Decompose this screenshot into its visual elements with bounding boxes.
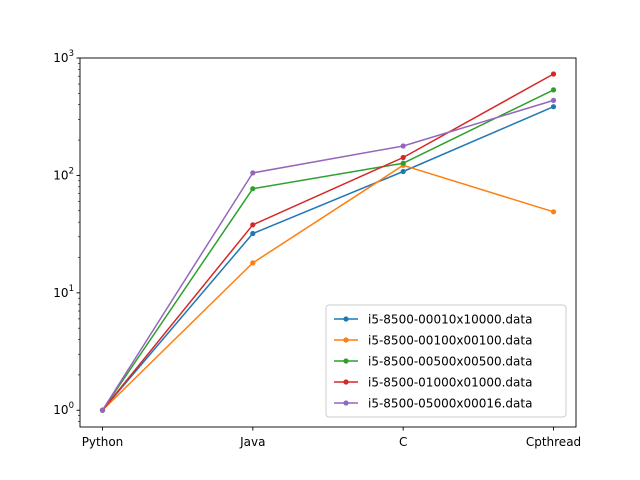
legend-label-3: i5-8500-01000x01000.data: [368, 376, 532, 390]
legend-swatch-marker-2: [343, 358, 349, 364]
y-tick-exponent: 3: [69, 49, 74, 59]
data-point-2-1: [250, 186, 256, 192]
data-point-3-1: [250, 222, 256, 228]
data-point-4-2: [400, 143, 406, 149]
series-line-4: [101, 99, 554, 411]
axes-frame: [79, 57, 577, 428]
data-point-0-1: [250, 230, 256, 237]
legend-label-1: i5-8500-00100x00100.data: [368, 334, 532, 348]
y-tick-exponent: 2: [69, 166, 74, 176]
data-point-4-3: [550, 97, 557, 103]
data-point-3-3: [550, 71, 557, 77]
y-tick-exponent: 0: [69, 401, 74, 411]
y-tick-label: 103: [53, 49, 74, 65]
data-point-4-0: [99, 407, 106, 413]
legend-swatch-marker-4: [343, 400, 349, 406]
series-line-2: [101, 89, 554, 411]
x-tick-label: Python: [82, 435, 124, 449]
data-point-1-3: [550, 209, 557, 215]
y-tick-label: 101: [53, 284, 74, 300]
data-point-0-3: [550, 104, 557, 110]
data-point-2-3: [550, 87, 557, 93]
plot-area: [99, 71, 557, 413]
x-tick-label: Cpthread: [526, 435, 581, 449]
x-tick-label: Java: [239, 435, 265, 449]
series-line-0: [101, 106, 554, 411]
legend-label-2: i5-8500-00500x00500.data: [368, 355, 532, 369]
legend-box: [325, 304, 567, 418]
series-line-3: [101, 73, 554, 411]
legend-swatch-marker-1: [343, 337, 349, 343]
y-tick-label: 102: [53, 166, 74, 182]
legend-swatch-marker-0: [343, 316, 349, 322]
data-point-3-2: [400, 154, 406, 161]
legend: i5-8500-00010x10000.data i5-8500-00100x00…: [325, 304, 567, 418]
data-point-1-1: [250, 260, 256, 266]
data-point-4-1: [250, 170, 256, 176]
legend-label-4: i5-8500-05000x00016.data: [368, 397, 532, 411]
data-point-0-2: [400, 168, 406, 175]
x-tick-label: C: [399, 435, 407, 449]
legend-label-0: i5-8500-00010x10000.data: [368, 313, 532, 327]
y-tick-exponent: 1: [69, 284, 74, 294]
legend-swatch-marker-3: [343, 379, 349, 385]
data-point-2-2: [400, 160, 406, 166]
series-line-1: [101, 164, 554, 411]
y-tick-label: 100: [53, 401, 74, 417]
